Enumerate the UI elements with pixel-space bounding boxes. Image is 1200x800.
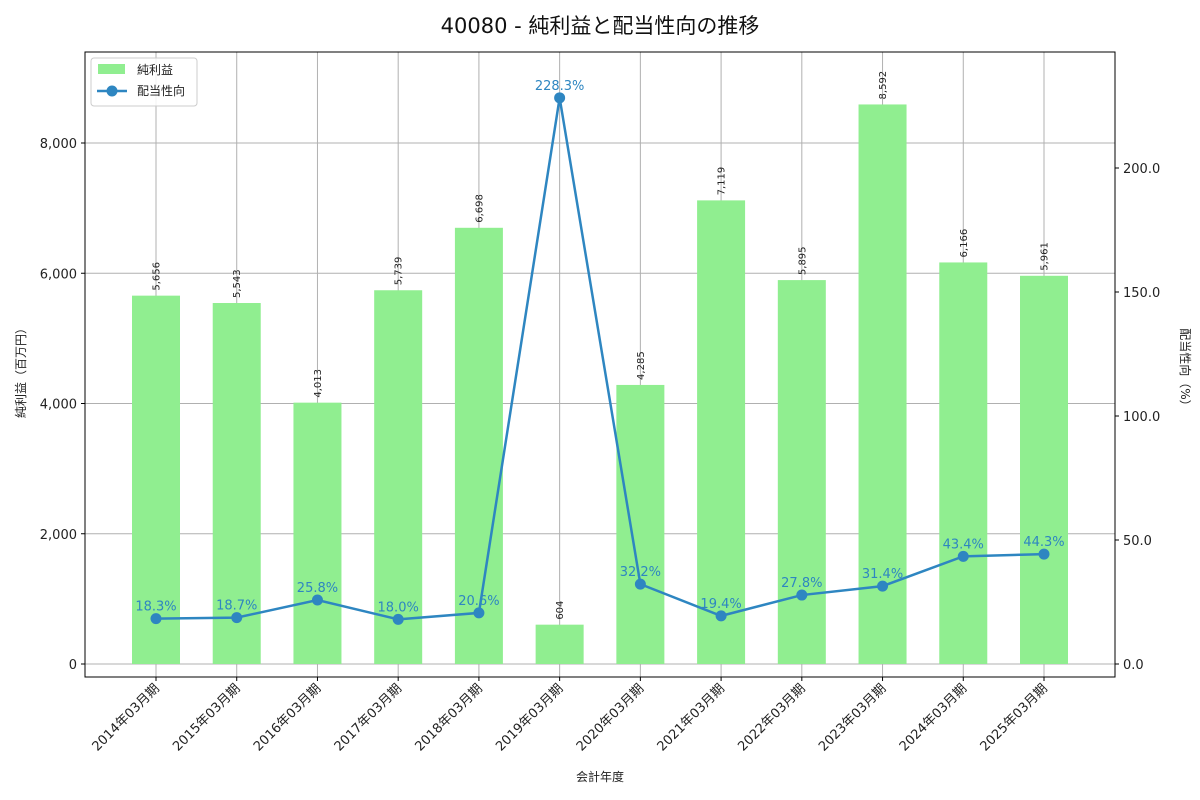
line-marker	[150, 613, 162, 625]
bar-value-label: 5,895	[797, 246, 808, 275]
x-tick-label: 2014年03月期	[90, 681, 163, 754]
bar	[616, 384, 665, 664]
line-value-label: 43.4%	[943, 537, 984, 552]
bar-value-label: 4,285	[636, 351, 647, 380]
line-value-label: 18.3%	[135, 600, 176, 615]
bar	[293, 402, 342, 664]
x-tick-label: 2025年03月期	[978, 681, 1051, 754]
right-tick-label: 0.0	[1123, 658, 1144, 673]
line-value-label: 228.3%	[535, 79, 585, 94]
right-tick-label: 200.0	[1123, 162, 1160, 177]
legend-label-net-income: 純利益	[137, 63, 173, 77]
line-marker	[796, 589, 808, 601]
line-marker	[392, 613, 404, 625]
left-tick-label: 2,000	[40, 528, 77, 543]
bar-value-label: 7,119	[717, 167, 728, 196]
left-tick-label: 6,000	[40, 267, 77, 282]
line-marker	[311, 594, 323, 606]
bar	[132, 295, 180, 664]
bar	[212, 303, 261, 664]
line-value-label: 44.3%	[1023, 535, 1064, 550]
x-tick-label: 2016年03月期	[251, 681, 324, 754]
left-tick-label: 8,000	[40, 137, 77, 152]
line-series-payout-ratio	[150, 92, 1050, 625]
line-marker	[473, 607, 485, 619]
payout-ratio-line	[155, 97, 1045, 621]
legend-marker-icon	[106, 85, 118, 97]
bar-value-label: 604	[555, 601, 566, 620]
right-y-axis-label: 配当性向（%）	[1178, 328, 1193, 411]
bar-value-label: 5,739	[394, 257, 405, 286]
bar-value-label: 4,013	[313, 369, 324, 398]
left-y-axis-label: 純利益（百万円）	[14, 322, 28, 418]
line-marker	[231, 612, 243, 624]
line-value-label: 19.4%	[700, 597, 741, 612]
line-value-label: 20.6%	[458, 594, 499, 609]
right-tick-label: 100.0	[1123, 410, 1160, 425]
x-tick-label: 2018年03月期	[412, 681, 485, 754]
plot-area-frame	[84, 51, 1116, 678]
left-tick-label: 4,000	[40, 398, 77, 413]
bar	[777, 280, 826, 664]
bar	[454, 227, 503, 664]
bar-value-label: 8,592	[878, 71, 889, 100]
bar-value-label: 5,656	[152, 262, 163, 291]
x-tick-label: 2020年03月期	[574, 681, 647, 754]
x-tick-label: 2015年03月期	[170, 681, 243, 754]
bar	[1020, 275, 1068, 664]
line-marker	[715, 610, 727, 622]
left-y-axis: 0 2,000 4,000 6,000 8,000	[40, 137, 85, 673]
right-tick-label: 50.0	[1123, 534, 1152, 549]
chart-title: 40080 - 純利益と配当性向の推移	[441, 14, 760, 38]
bar-value-label: 5,961	[1040, 242, 1051, 271]
line-value-labels: 18.3% 18.7% 25.8% 18.0% 20.6% 228.3% 32.2% 19.4…	[135, 79, 1064, 616]
right-y-axis: 0.0 50.0 100.0 150.0 200.0	[1115, 162, 1160, 673]
line-marker	[957, 550, 969, 562]
bar	[374, 290, 423, 664]
line-value-label: 31.4%	[862, 567, 903, 582]
bar-series-net-income	[132, 104, 1068, 665]
bar-value-label: 6,698	[474, 194, 485, 223]
right-tick-label: 150.0	[1123, 286, 1160, 301]
line-value-label: 27.8%	[781, 576, 822, 591]
x-tick-label: 2022年03月期	[735, 681, 808, 754]
line-value-label: 18.7%	[216, 599, 257, 614]
bar	[535, 624, 584, 664]
legend-label-payout-ratio: 配当性向	[137, 83, 185, 98]
x-tick-label: 2017年03月期	[332, 681, 405, 754]
bar-value-label: 5,543	[232, 269, 243, 298]
legend: 純利益 配当性向	[90, 57, 198, 107]
line-value-label: 18.0%	[378, 600, 419, 615]
x-tick-label: 2024年03月期	[897, 681, 970, 754]
legend-bar-swatch-icon	[98, 64, 125, 74]
bar	[939, 262, 988, 664]
line-marker	[877, 580, 889, 592]
x-tick-label: 2019年03月期	[493, 681, 566, 754]
bar	[697, 200, 746, 664]
line-marker	[554, 92, 566, 104]
x-axis-label: 会計年度	[576, 769, 624, 784]
line-value-label: 25.8%	[297, 581, 338, 596]
bar-value-label: 6,166	[959, 229, 970, 258]
line-value-label: 32.2%	[620, 565, 661, 580]
x-tick-label: 2021年03月期	[655, 681, 728, 754]
bar-value-labels: 5,656 5,543 4,013 5,739 6,698 604 4,285 7,119 5,…	[152, 71, 1051, 620]
line-marker	[1038, 548, 1050, 560]
x-tick-label: 2023年03月期	[816, 681, 889, 754]
x-axis: 2014年03月期 2015年03月期 2016年03月期 2017年03月期 2018…	[90, 677, 1051, 755]
left-tick-label: 0	[69, 658, 77, 673]
bar	[858, 104, 907, 665]
line-marker	[634, 578, 646, 590]
